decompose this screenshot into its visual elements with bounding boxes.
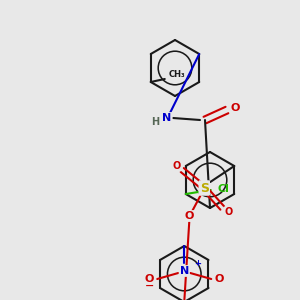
Text: Cl: Cl xyxy=(218,184,230,194)
Text: O: O xyxy=(184,211,194,221)
Text: O: O xyxy=(214,274,224,284)
Text: CH₃: CH₃ xyxy=(169,70,185,79)
Text: O: O xyxy=(224,207,232,217)
Text: O: O xyxy=(145,274,154,284)
Text: H: H xyxy=(151,117,159,127)
Text: O: O xyxy=(172,161,180,171)
Text: N: N xyxy=(162,113,172,123)
Text: +: + xyxy=(194,259,201,268)
Text: S: S xyxy=(200,182,209,194)
Text: O: O xyxy=(230,103,240,113)
Text: N: N xyxy=(180,266,189,276)
Text: −: − xyxy=(145,281,154,291)
